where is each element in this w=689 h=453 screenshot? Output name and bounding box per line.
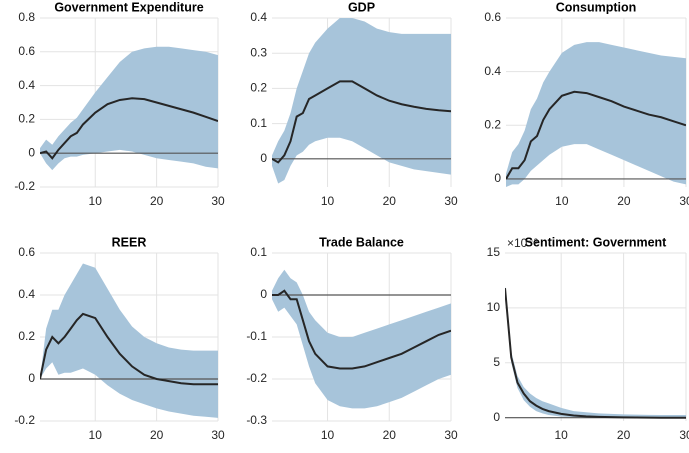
x-tick-label: 10 [89,194,103,208]
subplot-title: REER [112,235,147,249]
y-tick-label: 0 [493,410,500,424]
x-tick-label: 30 [444,194,458,208]
y-tick-label: 0.6 [18,44,35,58]
y-tick-label: 0.6 [18,245,35,259]
x-tick-label: 30 [679,428,689,442]
y-tick-label: 0 [28,145,35,159]
y-tick-label: 0.4 [18,78,35,92]
confidence-band [40,263,218,418]
y-tick-label: 0.3 [250,45,267,59]
plot-area [40,46,218,171]
response-line [272,80,451,164]
response-line [40,97,218,160]
y-tick-label: 5 [493,355,500,369]
subplot: 0 0.2 0.4 0.6 10 20 30 Consumption [484,0,689,208]
x-tick-label: 10 [321,194,335,208]
x-tick-label: 30 [211,428,225,442]
subplot: 0 5 10 15 10 20 30 Sentiment: Government×10⁻³ [487,235,689,442]
plot-area [506,42,686,187]
y-tick-label: 0.2 [250,81,267,95]
confidence-band [40,46,218,171]
y-tick-label: 0.2 [18,112,35,126]
y-tick-label: 0.2 [18,329,35,343]
y-tick-label: 0.4 [250,10,267,24]
x-tick-label: 20 [150,428,164,442]
plot-area [272,18,451,184]
response-line [40,312,218,386]
y-tick-label: 0.4 [18,287,35,301]
subplot-title: Government Expenditure [54,0,203,14]
y-tick-label: 0 [260,287,267,301]
y-tick-label: -0.2 [246,371,267,385]
confidence-band [506,42,686,187]
y-tick-label: 0.1 [250,116,267,130]
y-multiplier: ×10⁻³ [507,236,538,250]
x-tick-label: 20 [617,194,631,208]
plot-area [505,285,686,419]
x-tick-label: 20 [383,428,397,442]
x-tick-label: 10 [555,194,569,208]
x-tick-label: 20 [617,428,631,442]
subplot: -0.2 0 0.2 0.4 0.6 10 20 30 REER [14,235,225,442]
subplot: -0.3 -0.2 -0.1 0 0.1 10 20 30 Trade Balance [246,235,458,442]
subplot: 0 0.1 0.2 0.3 0.4 10 20 30 GDP [250,0,458,208]
x-tick-label: 10 [321,428,335,442]
confidence-band [272,269,451,409]
x-tick-label: 10 [554,428,568,442]
response-line [505,288,686,419]
y-tick-label: 0.1 [250,245,267,259]
plot-area [40,263,218,418]
x-tick-label: 30 [211,194,225,208]
y-tick-label: 0.4 [484,64,501,78]
response-line [506,90,686,180]
x-tick-label: 20 [383,194,397,208]
y-tick-label: 0 [28,371,35,385]
x-tick-label: 20 [150,194,164,208]
y-tick-label: 0.6 [484,10,501,24]
y-tick-label: -0.1 [246,329,267,343]
subplot: -0.2 0 0.2 0.4 0.6 0.8 10 20 30 Government Expend… [14,0,225,208]
y-tick-label: 0.2 [484,117,501,131]
x-tick-label: 30 [679,194,689,208]
plot-area [272,269,451,409]
y-tick-label: 10 [487,300,501,314]
response-line [272,289,451,370]
x-tick-label: 10 [89,428,103,442]
y-tick-label: -0.3 [246,413,267,427]
y-tick-label: 15 [487,245,501,259]
x-tick-label: 30 [444,428,458,442]
subplot-title: GDP [348,0,375,14]
y-tick-label: 0 [494,171,501,185]
y-tick-label: -0.2 [14,413,35,427]
y-tick-label: 0.8 [18,10,35,24]
confidence-band [272,18,451,184]
subplot-title: Consumption [556,0,637,14]
subplot-title: Sentiment: Government [525,235,668,249]
y-tick-label: -0.2 [14,179,35,193]
subplot-title: Trade Balance [319,235,404,249]
confidence-band [505,285,686,418]
y-tick-label: 0 [260,151,267,165]
